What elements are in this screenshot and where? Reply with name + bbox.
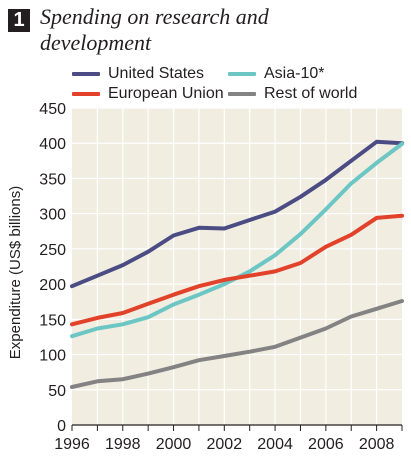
y-tick-label-400: 400: [39, 136, 66, 153]
x-tick-label-2006: 2006: [308, 436, 344, 453]
y-tick-label-200: 200: [39, 277, 66, 294]
chart-title: Spending on research and development: [40, 4, 269, 55]
y-axis-label: Expenditure (US$ billions): [7, 186, 24, 359]
legend-label-rest-of-world: Rest of world: [264, 85, 358, 102]
y-tick-label-0: 0: [57, 418, 66, 435]
x-tick-label-1996: 1996: [54, 436, 90, 453]
legend-label-asia-10: Asia-10*: [264, 65, 325, 82]
legend-swatch-asia-10: [228, 72, 256, 76]
x-tick-label-2008: 2008: [359, 436, 395, 453]
figure-number-badge: 1: [8, 9, 30, 32]
y-tick-label-150: 150: [39, 312, 66, 329]
y-tick-label-350: 350: [39, 171, 66, 188]
legend-label-united-states: United States: [108, 65, 205, 82]
y-tick-label-300: 300: [39, 207, 66, 224]
x-tick-label-2004: 2004: [257, 436, 293, 453]
x-tick-label-2000: 2000: [156, 436, 192, 453]
series-line-european-union: [70, 213, 404, 327]
plot-background: [72, 108, 402, 425]
legend-swatch-european-union: [72, 92, 100, 96]
y-tick-label-250: 250: [39, 242, 66, 259]
legend-swatch-rest-of-world: [228, 92, 256, 96]
series-line-united-states: [70, 139, 404, 289]
legend-swatch-united-states: [72, 72, 100, 76]
x-tick-label-2002: 2002: [207, 436, 243, 453]
y-tick-label-450: 450: [39, 101, 66, 118]
y-tick-label-50: 50: [48, 383, 66, 400]
legend-label-european-union: European Union: [108, 85, 224, 102]
y-tick-label-100: 100: [39, 348, 66, 365]
x-tick-label-1998: 1998: [105, 436, 141, 453]
series-line-rest-of-world: [70, 299, 404, 389]
